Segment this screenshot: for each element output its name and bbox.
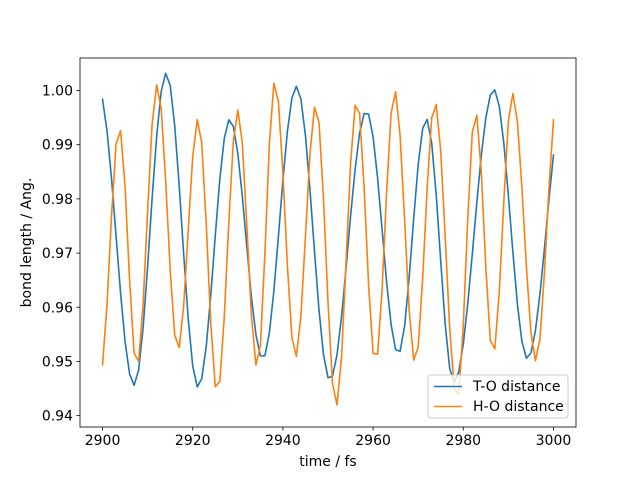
y-tick-label: 0.94 xyxy=(42,409,73,425)
x-tick-label: 2900 xyxy=(85,433,121,449)
x-tick-label: 3000 xyxy=(536,433,572,449)
legend: T-O distance H-O distance xyxy=(427,374,569,419)
y-tick-label: 0.96 xyxy=(42,300,73,316)
legend-frame xyxy=(427,374,569,419)
series-line-t-o-distance xyxy=(101,72,555,388)
y-axis-label: bond length / Ang. xyxy=(19,178,35,308)
y-tick-label: 0.99 xyxy=(42,138,73,154)
x-tick-label: 2940 xyxy=(265,433,301,449)
x-tick-label: 2920 xyxy=(175,433,211,449)
axes-frame xyxy=(79,57,577,428)
series-line-h-o-distance xyxy=(101,82,555,406)
x-axis-label: time / fs xyxy=(299,454,356,470)
y-tick-label: 0.97 xyxy=(42,246,73,262)
x-tick-label: 2960 xyxy=(355,433,391,449)
y-tick-label: 0.95 xyxy=(42,354,73,370)
y-tick-label: 0.98 xyxy=(42,192,73,208)
y-tick-label: 1.00 xyxy=(42,84,73,100)
x-tick-label: 2980 xyxy=(445,433,481,449)
series-lines-layer xyxy=(101,72,555,406)
legend-label-t-o: T-O distance xyxy=(472,379,561,395)
legend-label-h-o: H-O distance xyxy=(473,399,564,415)
axis-ticks-layer: 2900 2920 2940 2960 2980 3000 0.94 0.95 0.96 0.97… xyxy=(42,84,571,449)
